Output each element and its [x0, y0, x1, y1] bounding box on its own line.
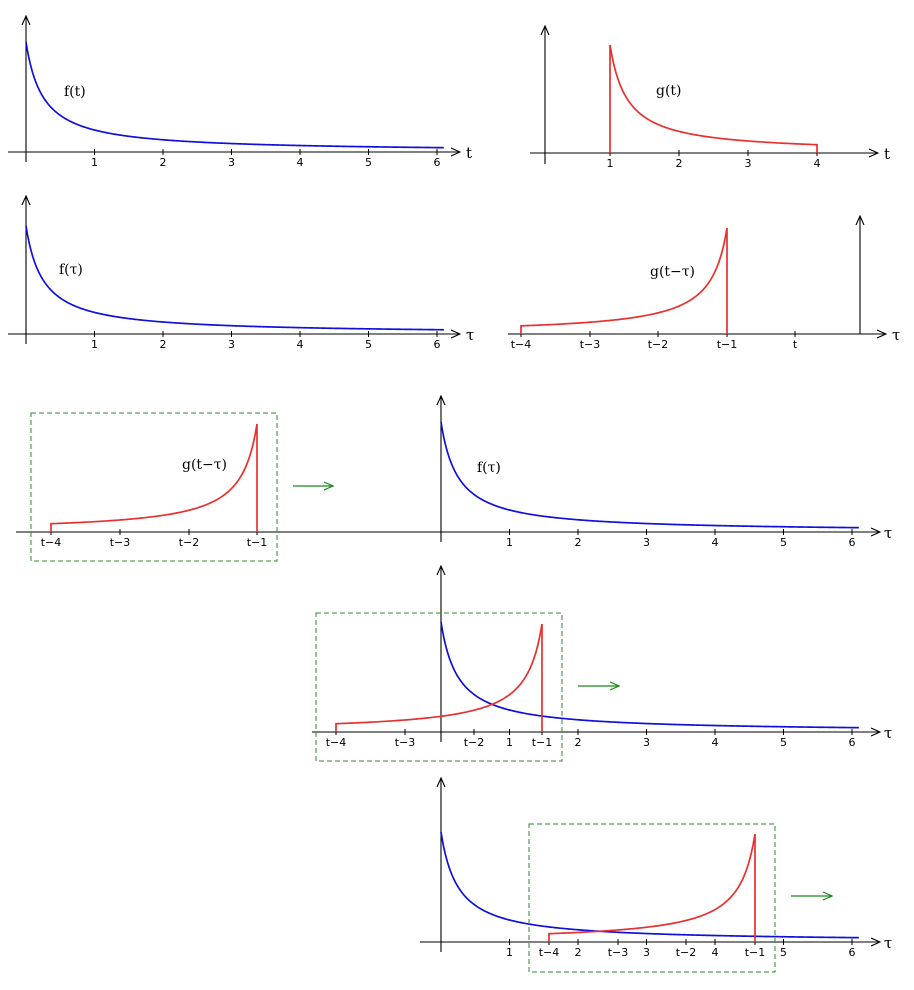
g-flipped-curve — [549, 834, 755, 942]
tick-label: 3 — [228, 156, 235, 169]
tick-label: 4 — [712, 736, 719, 749]
tick-label: 1 — [506, 736, 513, 749]
tick-label: t−2 — [648, 338, 669, 351]
tick-label: t−1 — [717, 338, 738, 351]
panel-slide-2: 1 2 3 4 5 6 t−4 t−3 t−2 t−1 τ — [312, 566, 892, 761]
function-label-f: f(τ) — [59, 262, 83, 278]
tick-label: 2 — [575, 736, 582, 749]
tick-label: 2 — [160, 338, 167, 351]
tick-label: t−4 — [326, 736, 347, 749]
tick-label: 2 — [575, 946, 582, 959]
function-label-f: f(τ) — [477, 460, 501, 476]
sliding-window-box — [529, 824, 775, 972]
tick-label: 4 — [712, 536, 719, 549]
tick-label: 6 — [434, 156, 441, 169]
panel-g-t: 1 2 3 4 g(t) t — [530, 26, 890, 170]
tick-label: t — [793, 338, 798, 351]
tick-label: t−3 — [395, 736, 416, 749]
g-flipped-curve — [521, 228, 727, 334]
panel-g-flipped: t−4 t−3 t−2 t−1 t g(t−τ) τ — [508, 216, 900, 351]
tick-label: 2 — [676, 157, 683, 170]
tick-label: 3 — [643, 946, 650, 959]
f-curve — [441, 832, 859, 938]
tick-label: 5 — [365, 156, 372, 169]
f-curve — [441, 622, 859, 728]
tick-label: t−4 — [539, 946, 560, 959]
axis-label-t: t — [884, 145, 890, 163]
axis-label-t: t — [466, 144, 472, 162]
tick-label: t−2 — [179, 536, 200, 549]
tick-label: t−1 — [247, 536, 268, 549]
f-curve — [26, 226, 444, 330]
tick-label: t−4 — [511, 338, 532, 351]
panel-f-t: 1 2 3 4 5 6 f(t) t — [8, 16, 472, 169]
panel-f-tau: 1 2 3 4 5 6 f(τ) τ — [8, 196, 474, 351]
g-flipped-curve — [336, 624, 542, 732]
f-curve — [26, 42, 444, 148]
tick-label: t−2 — [676, 946, 697, 959]
tick-label: 1 — [91, 338, 98, 351]
tick-label: 4 — [814, 157, 821, 170]
sliding-window-box — [31, 413, 277, 561]
tick-label: 6 — [434, 338, 441, 351]
function-label-f: f(t) — [64, 84, 86, 100]
tick-label: 3 — [643, 736, 650, 749]
tick-label: t−1 — [532, 736, 553, 749]
tick-label: 4 — [297, 338, 304, 351]
tick-label: 4 — [712, 946, 719, 959]
tick-label: 2 — [160, 156, 167, 169]
tick-label: 3 — [228, 338, 235, 351]
tick-label: t−2 — [464, 736, 485, 749]
function-label-g: g(t) — [656, 83, 682, 99]
tick-label: t−1 — [745, 946, 766, 959]
tick-label: 1 — [91, 156, 98, 169]
g-flipped-curve — [51, 424, 257, 532]
tick-label: 5 — [365, 338, 372, 351]
tick-label: 1 — [506, 946, 513, 959]
tick-label: t−4 — [41, 536, 62, 549]
tick-label: 6 — [849, 736, 856, 749]
tick-label: 5 — [780, 536, 787, 549]
tick-label: 6 — [849, 946, 856, 959]
function-label-g-flipped: g(t−τ) — [650, 264, 695, 280]
g-curve — [610, 45, 817, 153]
axis-label-tau: τ — [884, 724, 892, 742]
axis-label-tau: τ — [466, 326, 474, 344]
sliding-window-box — [316, 613, 562, 761]
tick-label: 5 — [780, 946, 787, 959]
tick-label: 3 — [745, 157, 752, 170]
tick-label: t−3 — [110, 536, 131, 549]
tick-label: 4 — [297, 156, 304, 169]
tick-label: t−3 — [608, 946, 629, 959]
tick-label: 1 — [607, 157, 614, 170]
tick-label: 6 — [849, 536, 856, 549]
panel-slide-1: 1 2 3 4 5 6 t−4 t−3 t−2 t−1 g(t−τ) f(τ) τ — [16, 396, 892, 561]
tick-label: 1 — [506, 536, 513, 549]
tick-label: 2 — [575, 536, 582, 549]
tick-label: t−3 — [580, 338, 601, 351]
panel-slide-3: 1 2 3 4 5 6 t−4 t−3 t−2 t−1 τ — [420, 778, 892, 972]
f-curve — [441, 422, 859, 528]
axis-label-tau: τ — [884, 524, 892, 542]
axis-label-tau: τ — [892, 326, 900, 344]
tick-label: 5 — [780, 736, 787, 749]
axis-label-tau: τ — [884, 934, 892, 952]
function-label-g-flipped: g(t−τ) — [182, 457, 227, 473]
tick-label: 3 — [643, 536, 650, 549]
